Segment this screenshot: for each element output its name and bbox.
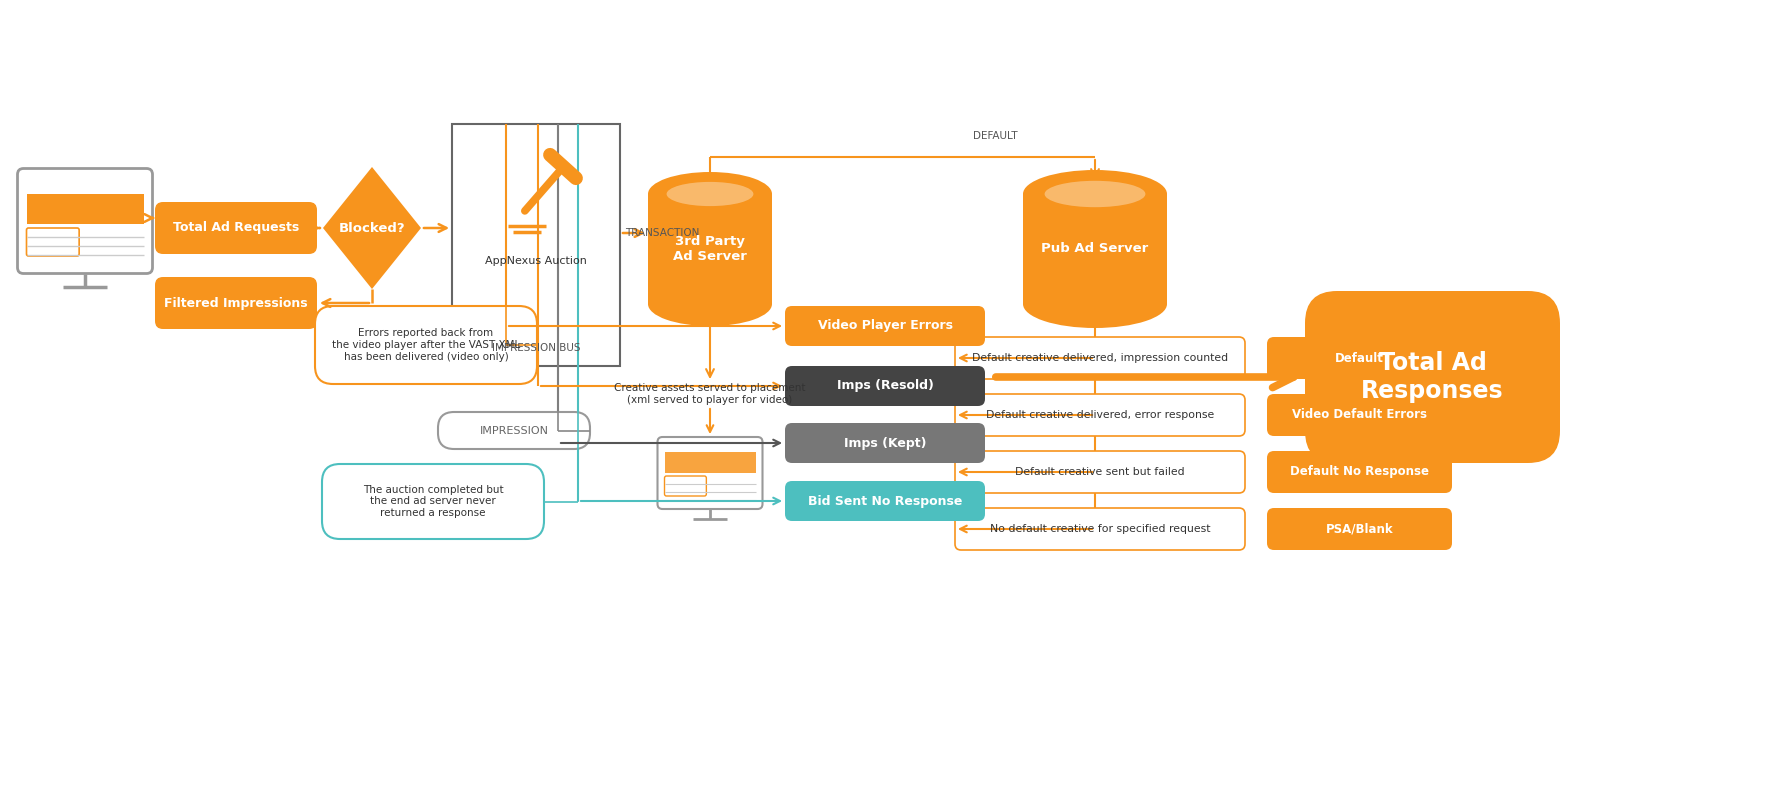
- Text: Pub Ad Server: Pub Ad Server: [1041, 243, 1149, 256]
- Polygon shape: [323, 167, 421, 289]
- Text: Creative assets served to placement
(xml served to player for video): Creative assets served to placement (xml…: [614, 383, 806, 405]
- FancyBboxPatch shape: [955, 451, 1245, 493]
- Text: Video Default Errors: Video Default Errors: [1291, 409, 1426, 421]
- Text: Imps (Kept): Imps (Kept): [844, 437, 927, 449]
- Text: TRANSACTION: TRANSACTION: [625, 228, 700, 238]
- Text: Total Ad
Responses: Total Ad Responses: [1360, 351, 1504, 403]
- Text: IMPRESSION: IMPRESSION: [480, 425, 549, 436]
- Text: DEFAULT: DEFAULT: [973, 131, 1018, 141]
- FancyBboxPatch shape: [27, 228, 80, 256]
- FancyBboxPatch shape: [1266, 394, 1453, 436]
- Text: Errors reported back from
the video player after the VAST XML
has been delivered: Errors reported back from the video play…: [332, 328, 520, 361]
- FancyBboxPatch shape: [664, 476, 707, 496]
- Text: 3rd Party
Ad Server: 3rd Party Ad Server: [673, 235, 748, 263]
- FancyBboxPatch shape: [439, 412, 590, 449]
- FancyBboxPatch shape: [1305, 291, 1559, 463]
- FancyBboxPatch shape: [1266, 337, 1453, 379]
- Text: Bid Sent No Response: Bid Sent No Response: [808, 494, 963, 508]
- FancyBboxPatch shape: [1266, 451, 1453, 493]
- Text: Imps (Resold): Imps (Resold): [836, 380, 934, 392]
- FancyBboxPatch shape: [785, 306, 986, 346]
- Text: Video Player Errors: Video Player Errors: [817, 320, 952, 332]
- Ellipse shape: [1023, 170, 1167, 218]
- Ellipse shape: [1044, 181, 1146, 207]
- FancyBboxPatch shape: [785, 481, 986, 521]
- Ellipse shape: [666, 182, 753, 206]
- FancyBboxPatch shape: [321, 464, 543, 539]
- FancyBboxPatch shape: [955, 337, 1245, 379]
- FancyBboxPatch shape: [785, 366, 986, 406]
- Bar: [664, 452, 755, 473]
- Bar: [453, 124, 620, 366]
- Text: Default creative delivered, impression counted: Default creative delivered, impression c…: [971, 353, 1227, 363]
- Text: Filtered Impressions: Filtered Impressions: [163, 296, 307, 309]
- FancyBboxPatch shape: [785, 423, 986, 463]
- Ellipse shape: [648, 172, 773, 216]
- Ellipse shape: [1023, 280, 1167, 328]
- Text: Default creative sent but failed: Default creative sent but failed: [1016, 467, 1185, 477]
- Bar: [27, 194, 144, 224]
- FancyBboxPatch shape: [314, 306, 536, 384]
- Text: Default: Default: [1336, 352, 1384, 364]
- Text: PSA/Blank: PSA/Blank: [1325, 522, 1394, 536]
- Text: Blocked?: Blocked?: [339, 222, 405, 235]
- Text: The auction completed but
the end ad server never
returned a response: The auction completed but the end ad ser…: [362, 485, 503, 518]
- FancyBboxPatch shape: [955, 394, 1245, 436]
- FancyBboxPatch shape: [155, 277, 316, 329]
- FancyBboxPatch shape: [657, 437, 762, 509]
- FancyBboxPatch shape: [155, 202, 316, 254]
- Text: AppNexus Auction: AppNexus Auction: [485, 256, 586, 266]
- Text: Total Ad Requests: Total Ad Requests: [172, 222, 298, 235]
- Bar: [1023, 194, 1167, 304]
- Text: No default creative for specified request: No default creative for specified reques…: [989, 524, 1209, 534]
- FancyBboxPatch shape: [955, 508, 1245, 550]
- Bar: [648, 194, 773, 304]
- Ellipse shape: [648, 282, 773, 326]
- Text: Default No Response: Default No Response: [1289, 465, 1430, 478]
- FancyBboxPatch shape: [1266, 508, 1453, 550]
- Text: Default creative delivered, error response: Default creative delivered, error respon…: [986, 410, 1215, 420]
- FancyBboxPatch shape: [18, 168, 153, 273]
- Text: IMPRESSION BUS: IMPRESSION BUS: [492, 343, 581, 353]
